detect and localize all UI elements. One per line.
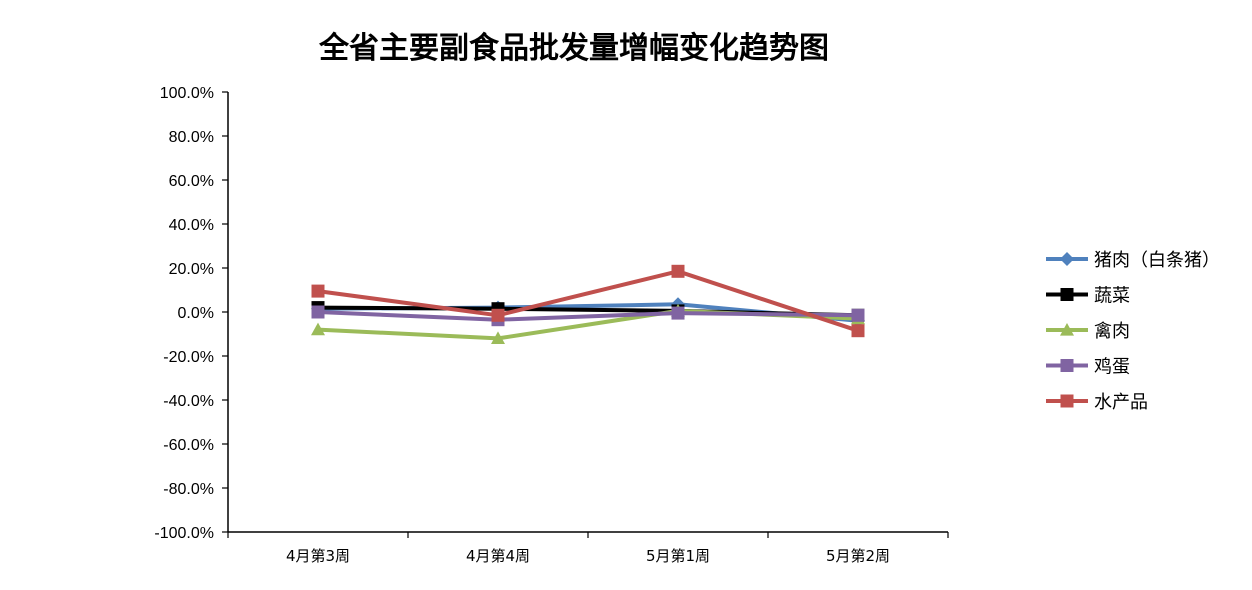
y-tick-label: 20.0% — [169, 261, 214, 278]
y-tick-label: 40.0% — [169, 217, 214, 234]
x-tick-label: 5月第1周 — [646, 547, 710, 565]
y-tick-label: 0.0% — [178, 305, 214, 322]
series-line — [317, 269, 859, 333]
legend-marker — [1060, 323, 1074, 336]
legend-item: 猪肉（白条猪） — [1046, 250, 1220, 271]
legend-label: 蔬菜 — [1094, 286, 1130, 307]
data-point — [311, 284, 325, 298]
axes: 100.0% 80.0% 60.0% 40.0% 20.0% 0.0% -20.0% -40.… — [154, 85, 949, 565]
y-tick-label: 80.0% — [169, 129, 214, 146]
data-point — [311, 322, 325, 336]
legend-marker — [1060, 394, 1074, 408]
data-point — [851, 308, 865, 322]
series-5 — [311, 264, 865, 338]
y-tick-label: -100.0% — [154, 525, 214, 542]
x-tick-label: 5月第2周 — [826, 547, 890, 565]
series-line — [317, 310, 859, 322]
y-tick-label: -40.0% — [163, 393, 214, 410]
x-tick-label: 4月第4周 — [466, 547, 530, 565]
legend-label: 禽肉 — [1094, 321, 1130, 342]
series-layer — [311, 264, 865, 344]
y-tick-label: -60.0% — [163, 437, 214, 454]
legend-item: 鸡蛋 — [1046, 357, 1130, 378]
data-point — [671, 264, 685, 278]
legend-label: 鸡蛋 — [1094, 357, 1130, 378]
y-tick-label: 100.0% — [160, 85, 214, 102]
legend-label: 猪肉（白条猪） — [1094, 250, 1220, 271]
legend-label: 水产品 — [1094, 392, 1148, 413]
data-point — [491, 308, 505, 322]
data-point — [491, 331, 505, 344]
legend-item: 蔬菜 — [1046, 286, 1130, 307]
y-tick-label: -80.0% — [163, 481, 214, 498]
y-tick-label: -20.0% — [163, 349, 214, 366]
data-point — [851, 324, 865, 338]
data-point — [311, 305, 325, 319]
y-tick-label: 60.0% — [169, 173, 214, 190]
chart-title: 全省主要副食品批发量增幅变化趋势图 — [318, 31, 829, 66]
legend-item: 水产品 — [1046, 392, 1148, 413]
legend-marker — [1060, 288, 1074, 301]
legend-marker — [1060, 252, 1074, 266]
data-point — [671, 306, 685, 320]
x-tick-label: 4月第3周 — [286, 547, 350, 565]
legend-marker — [1060, 359, 1074, 372]
legend-item: 禽肉 — [1046, 321, 1130, 342]
